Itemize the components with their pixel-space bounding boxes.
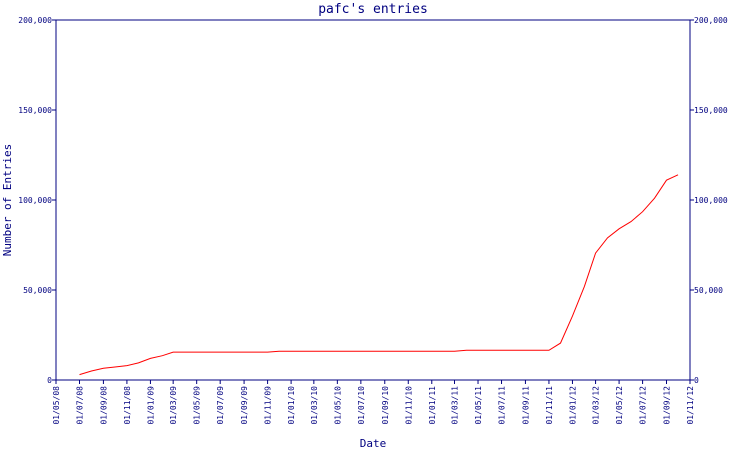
y-tick-label: 50,000: [23, 286, 52, 295]
y2-tick-label: 50,000: [694, 286, 723, 295]
x-tick-label: 01/05/10: [333, 386, 342, 425]
x-tick-label: 01/05/09: [193, 386, 202, 425]
x-tick-label: 01/03/09: [169, 386, 178, 425]
x-tick-label: 01/03/10: [310, 386, 319, 425]
y-tick-label: 100,000: [18, 196, 52, 205]
x-tick-label: 01/07/10: [357, 386, 366, 425]
x-tick-label: 01/09/10: [381, 386, 390, 425]
y-tick-label: 200,000: [18, 16, 52, 25]
data-line: [79, 174, 679, 376]
x-tick-label: 01/01/10: [287, 386, 296, 425]
y2-tick-label: 100,000: [694, 196, 728, 205]
x-tick-label: 01/05/12: [615, 386, 624, 425]
x-tick-label: 01/09/08: [99, 386, 108, 425]
x-tick-label: 01/07/12: [639, 386, 648, 425]
x-axis-label: Date: [360, 437, 387, 450]
plot-frame: [55, 19, 691, 381]
x-tick-label: 01/09/09: [240, 386, 249, 425]
y-tick-label: 150,000: [18, 106, 52, 115]
x-tick-label: 01/11/10: [404, 386, 413, 425]
x-tick-label: 01/03/11: [451, 386, 460, 425]
x-tick-label: 01/11/08: [123, 386, 132, 425]
x-tick-label: 01/05/11: [474, 386, 483, 425]
x-tick-label: 01/09/11: [521, 386, 530, 425]
x-tick-label: 01/11/12: [686, 386, 695, 425]
chart-title: pafc's entries: [318, 2, 428, 17]
x-tick-label: 01/07/09: [216, 386, 225, 425]
x-tick-label: 01/01/09: [146, 386, 155, 425]
y2-tick-label: 150,000: [694, 106, 728, 115]
x-tick-label: 01/09/12: [662, 386, 671, 425]
y-axis-label: Number of Entries: [1, 144, 14, 257]
x-tick-label: 01/03/12: [592, 386, 601, 425]
x-tick-label: 01/01/12: [568, 386, 577, 425]
y2-tick-label: 200,000: [694, 16, 728, 25]
y2-tick-label: 0: [694, 376, 699, 385]
x-tick-label: 01/07/11: [498, 386, 507, 425]
x-tick-label: 01/11/09: [264, 386, 273, 425]
x-tick-label: 01/05/08: [52, 386, 61, 425]
x-tick-label: 01/11/11: [545, 386, 554, 425]
x-tick-label: 01/01/11: [428, 386, 437, 425]
x-tick-label: 01/07/08: [76, 386, 85, 425]
y-tick-label: 0: [47, 376, 52, 385]
